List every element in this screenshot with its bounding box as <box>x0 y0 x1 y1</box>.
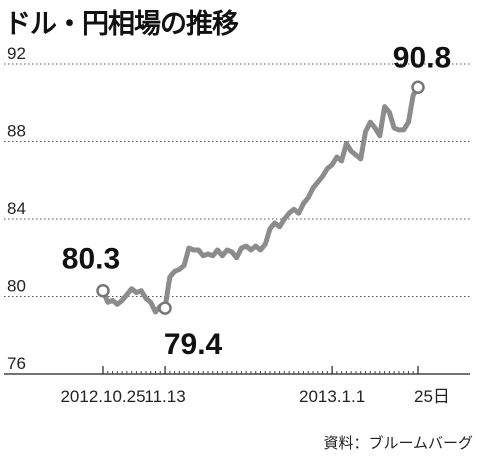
x-tick-label: 11.13 <box>144 387 185 406</box>
annotation-marker <box>96 283 110 298</box>
chart-title: ドル・円相場の推移 <box>4 9 239 40</box>
y-tick-label: 88 <box>7 122 26 141</box>
annotation-label: 80.3 <box>62 243 120 276</box>
annotation-label: 79.4 <box>164 328 223 361</box>
series-line <box>100 84 421 315</box>
source-note: 資料：ブルームバーグ <box>323 434 473 452</box>
annotation-marker <box>158 301 172 315</box>
x-tick-label: 2012.10.25 <box>60 387 145 406</box>
annotation-marker <box>411 80 425 94</box>
x-tick-label: 25日 <box>414 387 450 406</box>
y-tick-label: 76 <box>7 354 26 373</box>
y-tick-label: 84 <box>7 199 26 218</box>
y-tick-label: 80 <box>7 277 26 296</box>
y-tick-label: 92 <box>7 44 26 63</box>
x-tick-label: 2013.1.1 <box>299 387 365 406</box>
annotation-label: 90.8 <box>393 41 451 74</box>
